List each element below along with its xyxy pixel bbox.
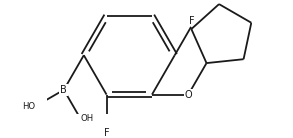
Text: HO: HO xyxy=(22,102,35,111)
Text: OH: OH xyxy=(80,114,93,123)
Text: B: B xyxy=(60,85,67,95)
Text: F: F xyxy=(189,16,195,26)
Text: O: O xyxy=(185,90,192,100)
Text: F: F xyxy=(104,128,109,138)
